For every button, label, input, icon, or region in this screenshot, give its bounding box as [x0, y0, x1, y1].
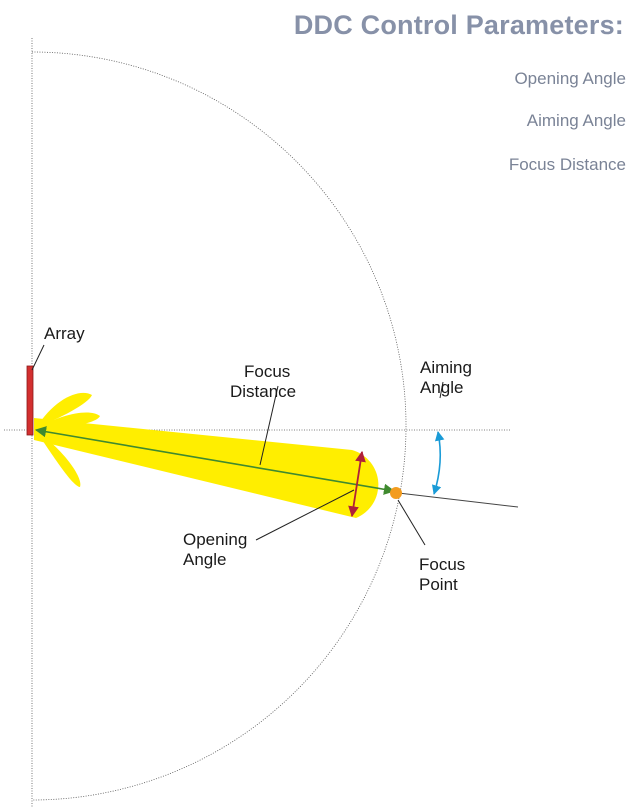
coverage-arc	[31, 51, 407, 801]
aiming-angle-label: Aiming Angle	[420, 358, 472, 398]
focus-distance-label-line2: Distance	[230, 382, 297, 401]
opening-angle-label-line1: Opening	[183, 530, 248, 549]
parameter-opening-angle: Opening Angle	[514, 69, 626, 88]
focus-point-label: Focus Point	[419, 555, 465, 595]
focus-point-leader-line	[397, 499, 426, 546]
focus-distance-arrow	[34, 426, 396, 495]
aiming-angle-leader-line	[439, 381, 444, 399]
focus-distance-label-line1: Focus	[244, 362, 291, 381]
focus-point-label-line1: Focus	[419, 555, 466, 574]
opening-angle-label: Opening Angle	[183, 530, 247, 570]
array-label: Array	[44, 324, 85, 343]
focus-point-label-line2: Point	[419, 575, 458, 594]
focus-distance-leader-line	[259, 385, 279, 466]
focus-distance-label: Focus Distance	[230, 362, 296, 402]
aiming-angle-arrow	[431, 431, 445, 495]
aiming-angle-label-line1: Aiming	[420, 358, 472, 377]
opening-angle-label-line2: Angle	[183, 550, 227, 569]
opening-angle-leader-line	[255, 489, 355, 541]
main-beam	[34, 418, 379, 518]
opening-angle-arrow	[348, 450, 366, 518]
aiming-direction-line	[389, 491, 519, 508]
focus-point-dot	[390, 487, 402, 499]
diagram-title: DDC Control Parameters:	[293, 10, 624, 40]
parameter-focus-distance: Focus Distance	[508, 155, 626, 174]
parameter-aiming-angle: Aiming Angle	[526, 111, 626, 130]
array-leader-line	[31, 344, 45, 371]
array-bar	[26, 365, 34, 436]
aiming-angle-label-line2: Angle	[420, 378, 464, 397]
